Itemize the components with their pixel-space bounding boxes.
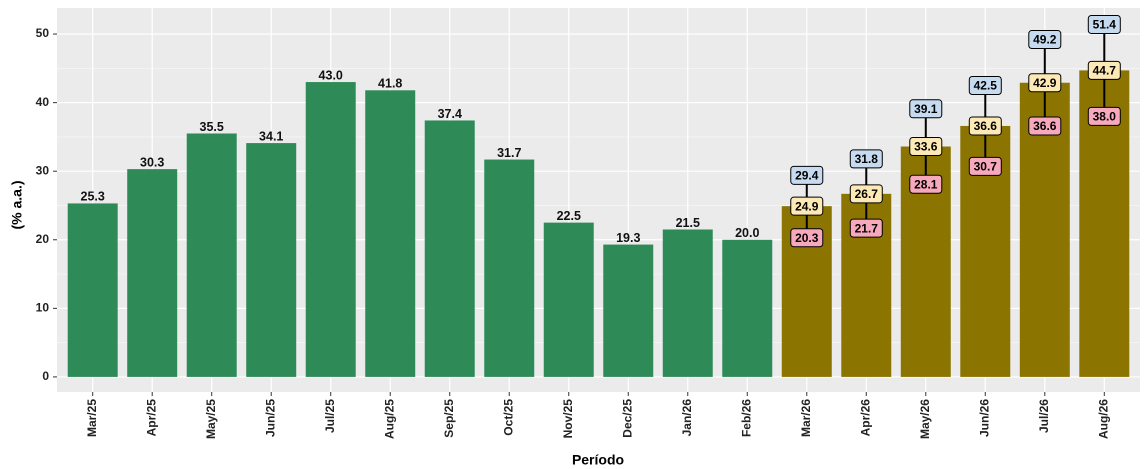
bar <box>543 222 594 377</box>
value-label: 41.8 <box>378 77 402 91</box>
bar <box>246 143 297 377</box>
x-tick-label: Aug/25 <box>382 399 396 439</box>
value-label: 38.0 <box>1093 110 1117 124</box>
value-label-box <box>1028 30 1062 50</box>
value-label: 35.5 <box>200 120 224 134</box>
value-label-box <box>1087 14 1121 34</box>
value-label: 19.3 <box>616 231 640 245</box>
value-label: 49.2 <box>1033 33 1057 47</box>
value-label-box <box>849 149 883 169</box>
value-label-box <box>968 156 1002 176</box>
y-tick-label: 20 <box>36 232 50 246</box>
bar <box>186 133 237 377</box>
x-tick-label: Mar/25 <box>85 399 99 437</box>
x-tick-label: Jun/26 <box>977 399 991 437</box>
value-label: 29.4 <box>795 168 819 182</box>
x-tick-label: Dec/25 <box>620 399 634 438</box>
plot-panel <box>57 8 1140 392</box>
bar <box>722 239 773 377</box>
x-tick-label: Jul/26 <box>1037 399 1051 433</box>
x-tick-label: Apr/26 <box>858 399 872 437</box>
x-tick-label: Jun/25 <box>263 399 277 437</box>
value-label: 42.5 <box>974 79 998 93</box>
value-label-box <box>849 218 883 238</box>
x-tick-label: May/25 <box>204 399 218 439</box>
value-label: 44.7 <box>1093 64 1117 78</box>
x-tick-label: Mar/26 <box>799 399 813 437</box>
bar <box>424 120 475 377</box>
x-tick-label: Oct/25 <box>501 399 515 436</box>
value-label-box <box>909 99 943 119</box>
bar <box>484 159 535 377</box>
bar <box>365 90 416 377</box>
value-label: 24.9 <box>795 199 819 213</box>
x-tick-label: Aug/26 <box>1096 399 1110 439</box>
bar <box>603 244 654 377</box>
value-label-box <box>790 228 824 248</box>
x-tick-label: Sep/25 <box>442 399 456 438</box>
value-label: 37.4 <box>438 107 462 121</box>
y-tick-label: 30 <box>36 163 50 177</box>
value-label-box <box>790 165 824 185</box>
value-label: 28.1 <box>914 177 938 191</box>
value-label-box <box>1087 60 1121 80</box>
value-label: 22.5 <box>557 209 581 223</box>
value-label: 20.0 <box>735 226 759 240</box>
bar <box>662 229 713 377</box>
value-label: 31.8 <box>855 152 879 166</box>
value-label: 34.1 <box>259 129 283 143</box>
y-tick-label: 40 <box>36 95 50 109</box>
x-axis-title: Período <box>572 452 624 468</box>
value-label: 25.3 <box>81 190 105 204</box>
y-tick-label: 50 <box>36 26 50 40</box>
value-label-box <box>1028 116 1062 136</box>
value-label: 30.7 <box>974 160 998 174</box>
x-tick-label: Nov/25 <box>561 399 575 439</box>
value-label-box <box>968 116 1002 136</box>
x-tick-label: Feb/26 <box>739 399 753 437</box>
value-label-box <box>1087 106 1121 126</box>
value-label-box <box>909 137 943 157</box>
value-label-box <box>968 75 1002 95</box>
value-label: 30.3 <box>140 155 164 169</box>
x-tick-label: Jul/25 <box>323 399 337 433</box>
value-label: 43.0 <box>319 68 343 82</box>
y-tick-label: 10 <box>36 301 50 315</box>
value-label-box <box>1028 73 1062 93</box>
y-tick-label: 0 <box>42 369 49 383</box>
y-axis-title: (% a.a.) <box>9 180 25 229</box>
x-tick-label: Jan/26 <box>680 399 694 437</box>
value-label: 36.6 <box>974 119 998 133</box>
value-label: 39.1 <box>914 102 938 116</box>
value-label: 26.7 <box>855 187 879 201</box>
value-label: 51.4 <box>1093 18 1117 32</box>
value-label-box <box>790 196 824 216</box>
value-label: 33.6 <box>914 140 938 154</box>
bar <box>67 203 118 377</box>
x-tick-label: May/26 <box>918 399 932 439</box>
value-label: 20.3 <box>795 231 819 245</box>
value-label: 21.7 <box>855 221 879 235</box>
value-label: 31.7 <box>497 146 521 160</box>
value-label-box <box>909 174 943 194</box>
value-label: 42.9 <box>1033 76 1057 90</box>
value-label-box <box>849 184 883 204</box>
x-tick-label: Apr/25 <box>144 399 158 437</box>
value-label: 36.6 <box>1033 119 1057 133</box>
bar <box>127 169 178 377</box>
bar <box>305 82 356 377</box>
value-label: 21.5 <box>676 216 700 230</box>
